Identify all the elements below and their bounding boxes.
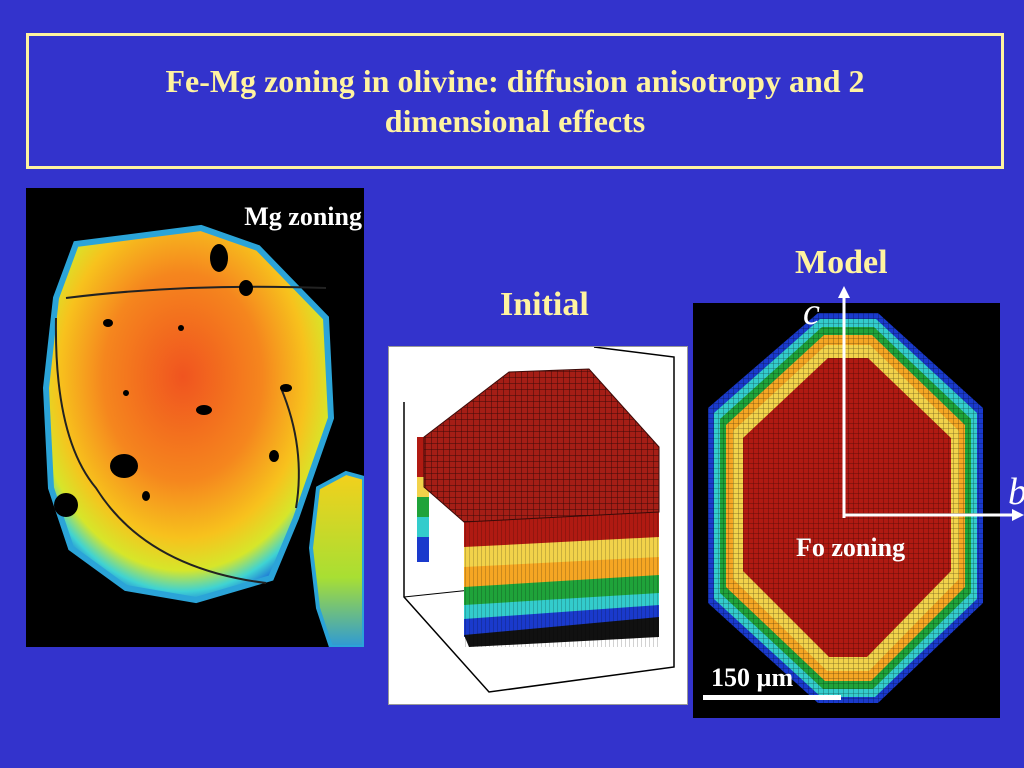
fo-zoning-label: Fo zoning <box>796 533 906 562</box>
mg-zoning-map: Mg zoning <box>26 188 364 647</box>
title-line-1: Fe-Mg zoning in olivine: diffusion aniso… <box>165 63 865 99</box>
mg-zoning-label: Mg zoning <box>244 202 362 231</box>
initial-label: Initial <box>500 286 589 323</box>
scale-bar <box>703 695 841 700</box>
b-axis-arrowhead <box>1012 509 1024 521</box>
initial-3d-plot <box>388 346 688 705</box>
c-axis-label: c <box>803 291 820 333</box>
scale-bar-label: 150 µm <box>711 663 794 692</box>
mg-zoning-image <box>42 224 364 647</box>
model-label: Model <box>795 244 888 281</box>
b-axis-label: b <box>1008 470 1024 514</box>
c-axis-arrowhead <box>838 286 850 298</box>
title-line-2: dimensional effects <box>384 103 646 139</box>
initial-3d-surface <box>403 347 675 693</box>
slide-title: Fe-Mg zoning in olivine: diffusion aniso… <box>26 33 1004 169</box>
